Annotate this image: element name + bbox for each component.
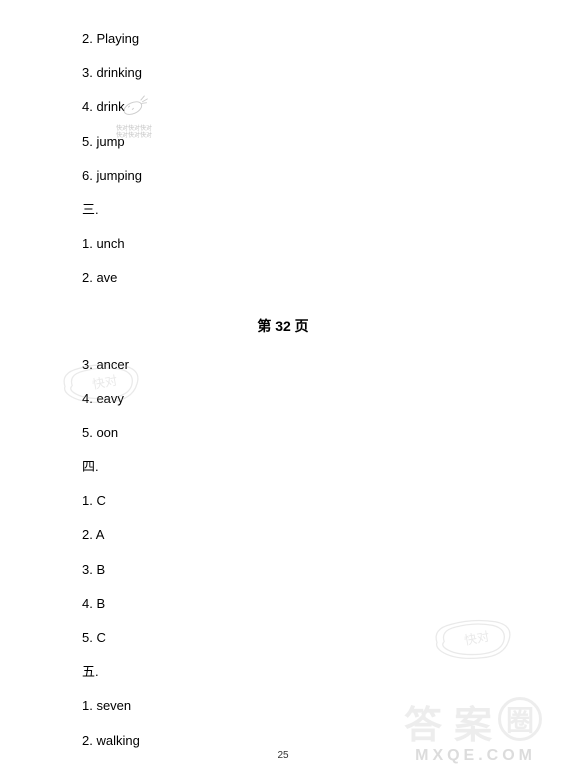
list-item: 3. drinking	[82, 64, 566, 82]
list-item: 2. Playing	[82, 30, 566, 48]
list-item: 3. ancer	[82, 356, 566, 374]
list-item: 6. jumping	[82, 167, 566, 185]
list-item: 1. C	[82, 492, 566, 510]
list-item: 4. drink	[82, 98, 566, 116]
list-item: 5. jump	[82, 133, 566, 151]
stamp-icon: 快对	[428, 610, 518, 666]
page-number: 25	[0, 750, 566, 761]
list-item: 4. eavy	[82, 390, 566, 408]
page-heading: 第 32 页	[0, 316, 566, 336]
list-item: 3. B	[82, 561, 566, 579]
list-item: 5. oon	[82, 424, 566, 442]
watermark-tiny-line: 快对快对快对	[116, 133, 152, 140]
svg-text:快对: 快对	[91, 374, 119, 392]
watermark-circle: 圈	[498, 697, 542, 741]
watermark-text: 答案	[404, 705, 504, 747]
section-header: 四.	[82, 458, 566, 476]
list-item: 2. ave	[82, 269, 566, 287]
list-item: 1. unch	[82, 235, 566, 253]
watermark-tiny-text: 快对快对快对 快对快对快对	[116, 126, 152, 140]
watermark-logo: 答案圈	[404, 694, 542, 749]
section-header: 三.	[82, 201, 566, 219]
list-item: 2. A	[82, 526, 566, 544]
stamp-icon: 快对	[56, 354, 146, 410]
carrot-icon	[120, 91, 152, 119]
svg-text:快对: 快对	[463, 630, 491, 648]
